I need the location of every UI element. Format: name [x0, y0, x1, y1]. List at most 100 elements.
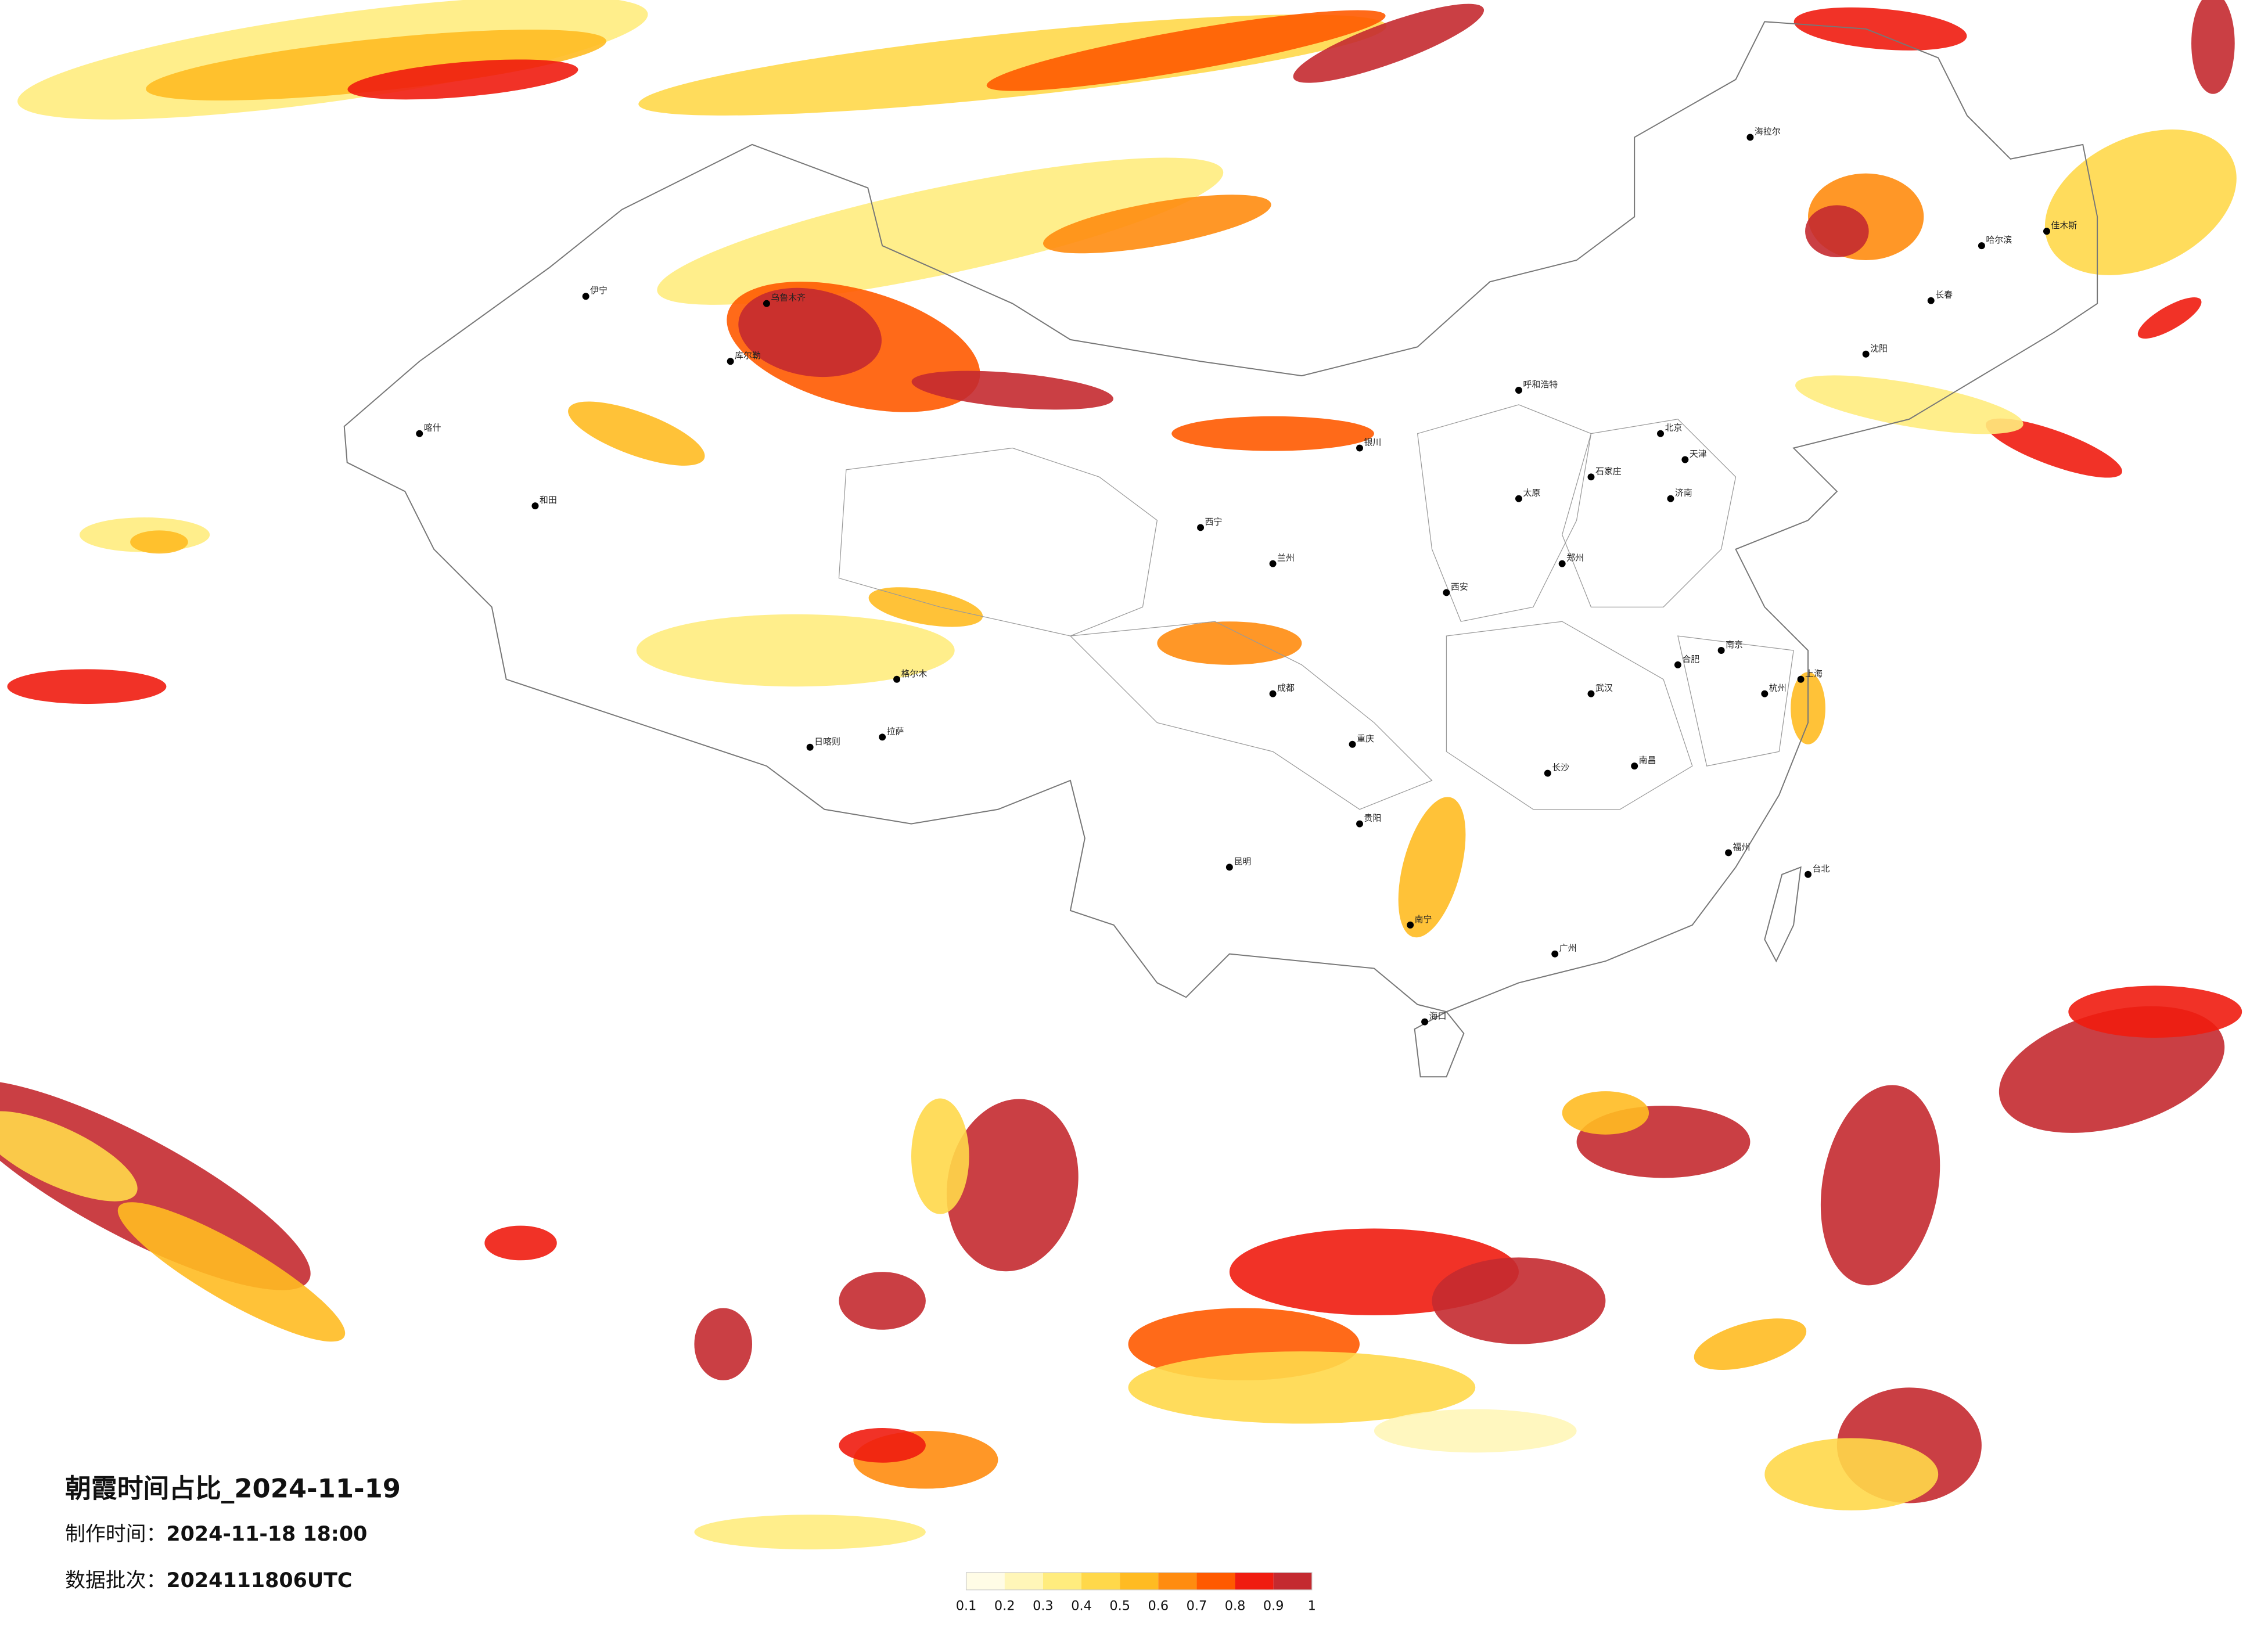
forecast-area — [0, 1111, 138, 1201]
colorbar-swatch — [1120, 1572, 1159, 1590]
forecast-area — [911, 370, 1113, 410]
forecast-area — [117, 1202, 346, 1342]
city-dot — [879, 733, 886, 741]
city-label: 乌鲁木齐 — [771, 293, 806, 303]
city-label: 海拉尔 — [1755, 126, 1781, 136]
info-label: 制作时间： — [65, 1523, 166, 1546]
city-label: 西安 — [1451, 581, 1468, 592]
city-label: 南昌 — [1639, 755, 1656, 765]
city-label: 上海 — [1805, 668, 1823, 679]
city-label: 沈阳 — [1870, 343, 1888, 354]
city-dot — [1927, 297, 1935, 304]
forecast-area — [911, 1098, 969, 1214]
city-label: 台北 — [1813, 864, 1830, 874]
province-border — [838, 404, 1794, 810]
city-dot — [1356, 444, 1363, 452]
forecast-area — [2191, 0, 2235, 94]
city-dot — [2043, 228, 2050, 235]
city-label: 南京 — [1726, 639, 1743, 650]
city-dot — [1657, 430, 1664, 437]
city-label: 太原 — [1523, 488, 1540, 498]
city-dot — [1681, 456, 1689, 463]
forecast-area — [1398, 797, 1466, 938]
city-dot — [1197, 524, 1205, 531]
info-value: 2024111806UTC — [166, 1569, 352, 1592]
colorbar-swatch — [1004, 1572, 1043, 1590]
info-line: 制作时间：2024-11-18 18:00 — [65, 1523, 367, 1546]
city-label: 和田 — [540, 495, 557, 505]
forecast-area — [839, 1428, 926, 1463]
city-label: 天津 — [1690, 448, 1707, 459]
city-label: 石家庄 — [1595, 466, 1622, 476]
city-label: 西宁 — [1205, 516, 1223, 527]
forecast-area — [1793, 7, 1967, 51]
forecast-area — [1374, 1409, 1577, 1453]
city-dot — [1587, 690, 1595, 697]
country-border — [343, 21, 2098, 1013]
colorbar-tick-label: 1 — [1308, 1599, 1316, 1614]
forecast-area — [1985, 418, 2122, 478]
info-value: 2024-11-18 18:00 — [166, 1523, 367, 1546]
city-dot — [1978, 242, 1985, 250]
city-label: 济南 — [1675, 488, 1692, 498]
colorbar: 0.1 0.2 0.3 0.4 0.5 0.6 0.7 0.8 0.9 1 — [956, 1572, 1316, 1614]
city-dot — [1443, 589, 1450, 596]
city-label: 库尔勒 — [735, 350, 761, 361]
colorbar-swatch — [1235, 1572, 1274, 1590]
city-label: 哈尔滨 — [1986, 235, 2012, 245]
city-dot — [1551, 950, 1559, 958]
forecast-area — [636, 614, 955, 687]
city-dot — [1407, 921, 1414, 929]
city-label: 广州 — [1559, 943, 1577, 954]
city-dot — [1269, 690, 1277, 697]
colorbar-swatch — [1196, 1572, 1235, 1590]
city-label: 杭州 — [1769, 683, 1787, 693]
city-dot — [1544, 769, 1551, 777]
city-dot — [1761, 690, 1769, 697]
forecast-area — [568, 401, 705, 466]
city-label: 重庆 — [1357, 733, 1374, 744]
forecast-layer — [0, 0, 2242, 1550]
colorbar-swatch — [1081, 1572, 1120, 1590]
city-dot — [1558, 560, 1566, 567]
city-dot — [416, 430, 423, 437]
city-dot — [1356, 820, 1363, 828]
city-label: 拉萨 — [887, 726, 904, 736]
colorbar-tick-label: 0.1 — [956, 1599, 977, 1614]
city-label: 合肥 — [1682, 654, 1699, 664]
colorbar-tick-label: 0.2 — [994, 1599, 1015, 1614]
hainan-border — [1414, 1010, 1465, 1078]
forecast-area — [7, 669, 167, 704]
colorbar-tick-label: 0.4 — [1071, 1599, 1092, 1614]
city-label: 长春 — [1935, 290, 1953, 300]
city-label: 佳木斯 — [2051, 220, 2077, 231]
city-label: 武汉 — [1595, 683, 1613, 693]
forecast-area — [1171, 416, 1374, 451]
city-dot — [1515, 387, 1522, 394]
colorbar-tick-label: 0.9 — [1263, 1599, 1284, 1614]
city-label: 成都 — [1277, 683, 1295, 693]
city-label: 长沙 — [1552, 762, 1569, 773]
forecast-area — [146, 30, 606, 100]
info-label: 数据批次： — [65, 1569, 166, 1592]
city-label: 南宁 — [1415, 914, 1432, 924]
city-dot — [531, 502, 539, 510]
forecast-area — [1999, 1006, 2225, 1133]
forecast-area — [1764, 1438, 1939, 1510]
forecast-area — [839, 1272, 926, 1330]
colorbar-frame — [965, 1572, 1313, 1591]
map-title: 朝霞时间占比_2024-11-19 — [65, 1473, 401, 1504]
forecast-area — [694, 1515, 926, 1550]
colorbar-tick-label: 0.3 — [1033, 1599, 1054, 1614]
city-dot — [1269, 560, 1277, 567]
city-dot — [1862, 350, 1870, 358]
city-dot — [1349, 740, 1356, 748]
forecast-area — [2137, 297, 2202, 339]
city-dot — [763, 300, 770, 307]
forecast-area — [2068, 985, 2242, 1038]
city-dot — [1805, 870, 1812, 878]
colorbar-swatch — [1273, 1572, 1312, 1590]
